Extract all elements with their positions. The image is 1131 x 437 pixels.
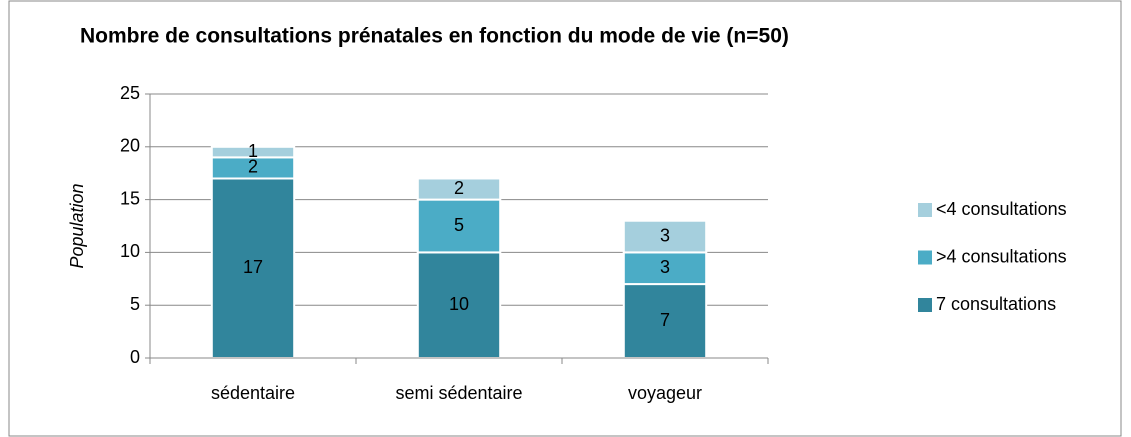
y-tick-label: 5 xyxy=(130,294,140,314)
y-tick-label: 25 xyxy=(120,83,140,103)
legend-swatch xyxy=(918,298,932,312)
legend-label: >4 consultations xyxy=(936,246,1067,266)
data-label: 10 xyxy=(449,294,469,314)
bar-segment xyxy=(210,145,296,159)
y-tick-label: 20 xyxy=(120,136,140,156)
x-tick-label: semi sédentaire xyxy=(395,383,522,403)
chart-frame xyxy=(8,0,1122,437)
data-label: 2 xyxy=(454,178,464,198)
legend-label: <4 consultations xyxy=(936,199,1067,219)
data-label: 3 xyxy=(660,225,670,245)
x-tick-label: voyageur xyxy=(628,383,702,403)
bar-segment xyxy=(210,177,296,359)
bar-segment xyxy=(622,219,708,254)
legend-swatch xyxy=(918,250,932,265)
bar-segment xyxy=(416,251,502,359)
y-tick-label: 0 xyxy=(130,347,140,367)
bar-segment xyxy=(416,177,502,201)
legend-swatch xyxy=(918,203,932,217)
x-tick-label: sédentaire xyxy=(211,383,295,403)
data-label: 1 xyxy=(248,141,258,161)
data-label: 3 xyxy=(660,257,670,277)
legend-label: 7 consultations xyxy=(936,294,1056,314)
y-tick-label: 10 xyxy=(120,241,140,261)
y-tick-label: 15 xyxy=(120,188,140,208)
data-label: 7 xyxy=(660,310,670,330)
data-label: 17 xyxy=(243,257,263,277)
chart-title: Nombre de consultations prénatales en fo… xyxy=(80,25,789,48)
data-label: 5 xyxy=(454,215,464,235)
data-label: 2 xyxy=(248,157,258,177)
y-axis-label: Population xyxy=(67,183,87,268)
